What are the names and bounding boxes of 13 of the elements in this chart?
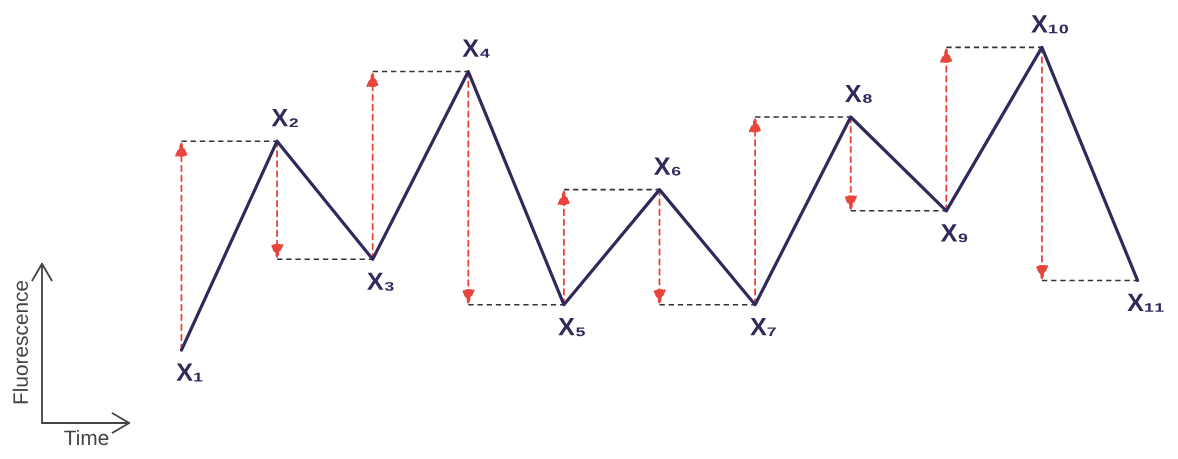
x-tick-label: X₁ — [176, 363, 203, 382]
x-tick-label: X₆ — [654, 157, 681, 176]
text: Fluorescence — [12, 280, 29, 404]
x-tick-label: X₁₀ — [1031, 15, 1068, 34]
x-tick-label: X₇ — [750, 318, 776, 337]
x-tick-label: X₄ — [462, 39, 490, 58]
x-axis-title: Time — [64, 429, 109, 446]
x-tick-label: X₁₁ — [1127, 293, 1164, 312]
x-tick-label: X₃ — [367, 272, 394, 291]
x-tick-label: X₅ — [558, 318, 585, 337]
x-tick-label: X₉ — [940, 224, 968, 243]
x-tick-label: X₈ — [845, 84, 872, 103]
x-tick-label: X₂ — [271, 109, 298, 128]
